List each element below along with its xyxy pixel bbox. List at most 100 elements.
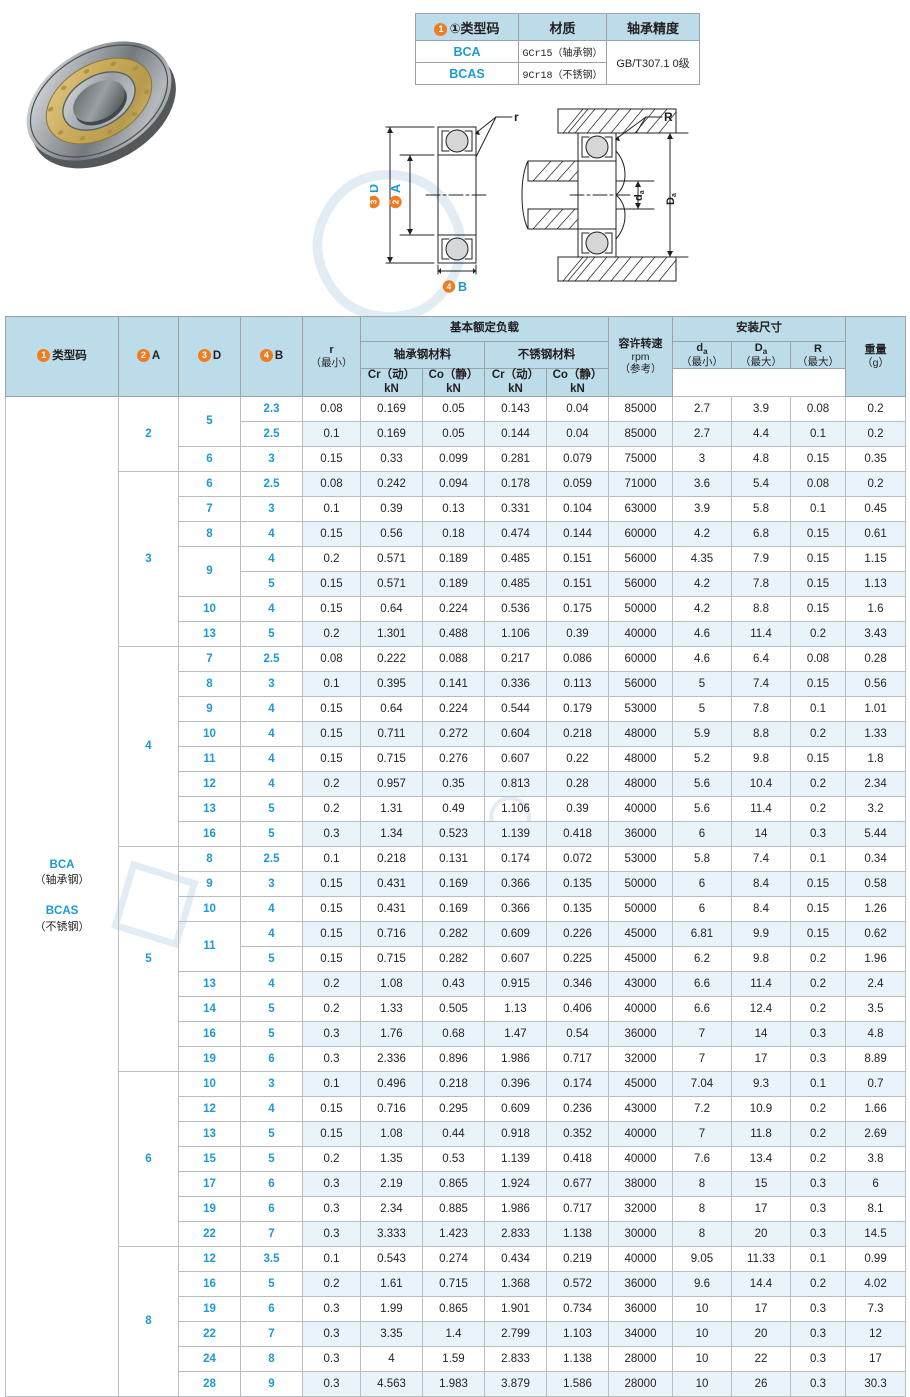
header-co-stainless: Co（静）kN xyxy=(546,368,609,397)
cell-R: 0.2 xyxy=(789,1270,847,1297)
spec-table-row: 4 7 2.5 0.08 0.222 0.088 0.217 0.086 60000 4.6 6.4… xyxy=(6,645,907,847)
header-R: R （最大） xyxy=(789,340,847,370)
cell-permissible-speed: 40000 xyxy=(608,1120,673,1147)
cell-cr-bearing: 0.571 xyxy=(360,545,423,572)
cell-B: 4 xyxy=(240,695,303,722)
cell-co-bearing: 1.59 xyxy=(422,1345,485,1372)
cell-cr-stainless: 1.986 xyxy=(484,1195,547,1222)
cell-r: 0.3 xyxy=(302,1170,361,1197)
cell-B: 2.5 xyxy=(240,845,303,872)
cell-cr-bearing: 2.19 xyxy=(360,1170,423,1197)
cell-cr-stainless: 1.139 xyxy=(484,820,547,847)
cell-D: 12 xyxy=(178,1245,241,1272)
cell-permissible-speed: 43000 xyxy=(608,1095,673,1122)
cell-permissible-speed: 43000 xyxy=(608,970,673,997)
spec-table-row: 5 0.15 0.715 0.282 0.607 0.225 45000 6.2 9.8 0.2 1… xyxy=(6,945,907,972)
cell-cr-bearing: 1.08 xyxy=(360,970,423,997)
cell-B: 6 xyxy=(240,1295,303,1322)
spec-table-row: 10 4 0.15 0.711 0.272 0.604 0.218 48000 5.9 8.8 0.… xyxy=(6,720,907,747)
diagram-label-R: R xyxy=(664,110,673,124)
diagram-label-D-group: 3 D xyxy=(370,184,381,209)
spec-table-body: BCA （轴承钢） BCAS （不锈钢） 2 5 2.3 0.08 0.169 0.05 0.143… xyxy=(5,395,907,1397)
cell-weight: 1.33 xyxy=(845,720,907,747)
cell-weight: 0.34 xyxy=(845,845,907,872)
cell-da: 5.8 xyxy=(672,845,732,872)
cell-B: 4 xyxy=(240,770,303,797)
diagram-label-Da: Da xyxy=(665,193,678,205)
spec-table-row: 8 4 0.15 0.56 0.18 0.474 0.144 60000 4.2 6.8 0.15 0… xyxy=(6,520,907,547)
cell-co-bearing: 0.18 xyxy=(422,520,485,547)
cell-co-stainless: 0.418 xyxy=(546,820,609,847)
cell-r: 0.15 xyxy=(302,720,361,747)
cell-permissible-speed: 40000 xyxy=(608,1245,673,1272)
cell-r: 0.3 xyxy=(302,1045,361,1072)
spec-table-row: 2.5 0.1 0.169 0.05 0.144 0.04 85000 2.7 4.4 0.1 0.… xyxy=(6,420,907,447)
cell-cr-bearing: 0.716 xyxy=(360,1095,423,1122)
cell-Da: 6.8 xyxy=(731,520,791,547)
cell-r: 0.1 xyxy=(302,495,361,522)
cell-co-bearing: 0.224 xyxy=(422,695,485,722)
cell-permissible-speed: 40000 xyxy=(608,995,673,1022)
cell-da: 9.6 xyxy=(672,1270,732,1297)
cell-B: 4 xyxy=(240,745,303,772)
spec-table-row: 5 8 2.5 0.1 0.218 0.131 0.174 0.072 53000 5.8 7.4 0… xyxy=(6,845,907,1072)
cell-da: 10 xyxy=(672,1295,732,1322)
cell-weight: 1.6 xyxy=(845,595,907,622)
cell-D: 12 xyxy=(178,770,241,797)
spec-table-row: 22 7 0.3 3.333 1.423 2.833 1.138 30000 8 20 0.3 14.… xyxy=(6,1220,907,1247)
spec-table-row: 9 4 0.15 0.64 0.224 0.544 0.179 53000 5 7.8 0.1 1.0… xyxy=(6,695,907,722)
cell-cr-bearing: 1.301 xyxy=(360,620,423,647)
cell-co-bearing: 0.05 xyxy=(422,395,485,422)
spec-table-row: BCA （轴承钢） BCAS （不锈钢） 2 5 2.3 0.08 0.169 0.05 0.143… xyxy=(5,395,907,1397)
cell-cr-bearing: 0.169 xyxy=(360,420,423,447)
cell-B: 6 xyxy=(240,1195,303,1222)
cell-permissible-speed: 40000 xyxy=(608,620,673,647)
cell-co-stainless: 0.104 xyxy=(546,495,609,522)
spec-table-row: 14 5 0.2 1.33 0.505 1.13 0.406 40000 6.6 12.4 0.2 3… xyxy=(6,995,907,1022)
cell-D: 7 xyxy=(178,495,241,522)
cell-co-stainless: 0.079 xyxy=(546,445,609,472)
cell-cr-stainless: 0.813 xyxy=(484,770,547,797)
cell-r: 0.2 xyxy=(302,795,361,822)
cell-co-stainless: 0.072 xyxy=(546,845,609,872)
cell-B: 3 xyxy=(240,495,303,522)
spec-table-row: 17 6 0.3 2.19 0.865 1.924 0.677 38000 8 15 0.3 6 xyxy=(6,1170,907,1197)
cell-co-bearing: 0.189 xyxy=(422,570,485,597)
cell-co-stainless: 0.54 xyxy=(546,1020,609,1047)
cell-cr-bearing: 4 xyxy=(360,1345,423,1372)
cell-r: 0.1 xyxy=(302,845,361,872)
spec-table-row: 13 5 0.15 1.08 0.44 0.918 0.352 40000 7 11.8 0.2 2.… xyxy=(6,1120,907,1147)
cell-cr-bearing: 0.715 xyxy=(360,945,423,972)
cell-Da: 17 xyxy=(731,1195,791,1222)
bullet-4-icon: 4 xyxy=(447,282,452,292)
cell-co-bearing: 0.094 xyxy=(422,470,485,497)
cell-cr-bearing: 0.711 xyxy=(360,720,423,747)
cell-r: 0.08 xyxy=(302,645,361,672)
cell-weight: 0.2 xyxy=(845,470,907,497)
bullet-2-icon: 2 xyxy=(136,349,150,363)
cell-permissible-speed: 85000 xyxy=(608,395,673,422)
cell-B: 5 xyxy=(240,1145,303,1172)
cell-weight: 30.3 xyxy=(845,1370,907,1397)
cell-B: 3.5 xyxy=(240,1245,303,1272)
cell-permissible-speed: 32000 xyxy=(608,1045,673,1072)
cell-cr-stainless: 1.986 xyxy=(484,1045,547,1072)
header-weight: 重量 （g） xyxy=(845,316,907,397)
cell-weight: 1.8 xyxy=(845,745,907,772)
cell-cr-stainless: 0.536 xyxy=(484,595,547,622)
spec-table-row: 3 6 2.5 0.08 0.242 0.094 0.178 0.059 71000 3.6 5.4… xyxy=(6,470,907,647)
cell-da: 4.2 xyxy=(672,595,732,622)
cell-Da: 17 xyxy=(731,1045,791,1072)
cell-permissible-speed: 38000 xyxy=(608,1170,673,1197)
cell-Da: 6.4 xyxy=(731,645,791,672)
cell-D: 13 xyxy=(178,1120,241,1147)
cell-R: 0.2 xyxy=(789,620,847,647)
cell-R: 0.3 xyxy=(789,1045,847,1072)
cell-co-stainless: 0.22 xyxy=(546,745,609,772)
cell-cr-stainless: 0.281 xyxy=(484,445,547,472)
cell-r: 0.3 xyxy=(302,1295,361,1322)
cell-D: 12 xyxy=(178,1095,241,1122)
cell-weight: 14.5 xyxy=(845,1220,907,1247)
header-Da: Da （最大） xyxy=(731,340,791,370)
cell-R: 0.3 xyxy=(789,1195,847,1222)
